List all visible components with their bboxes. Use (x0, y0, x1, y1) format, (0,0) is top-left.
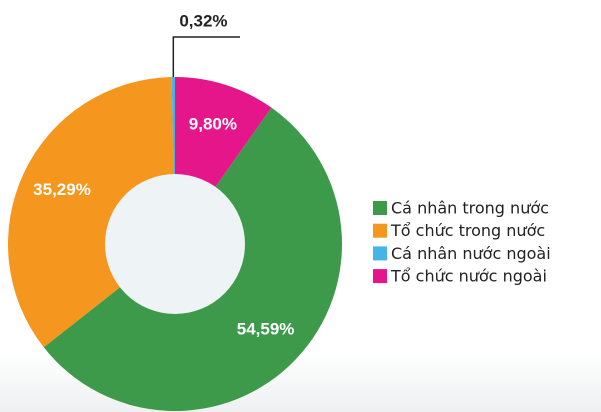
legend-label: Tổ chức trong nước (390, 221, 545, 240)
donut-hole (105, 174, 245, 314)
legend-label: Cá nhân trong nước (391, 199, 549, 218)
slice (7, 77, 176, 348)
value-label: 35,29% (33, 180, 91, 199)
legend-swatch (373, 201, 387, 215)
legend-swatch (373, 269, 387, 284)
legend-label: Tổ chức nước ngoài (390, 267, 547, 286)
value-label: 0,32% (179, 11, 227, 30)
value-label: 9,80% (189, 114, 237, 133)
legend-swatch (373, 223, 387, 238)
legend-swatch (373, 246, 387, 261)
value-label: 54,59% (237, 320, 295, 339)
legend-label: Cá nhân nước ngoài (391, 244, 551, 263)
leader-line (172, 36, 240, 78)
